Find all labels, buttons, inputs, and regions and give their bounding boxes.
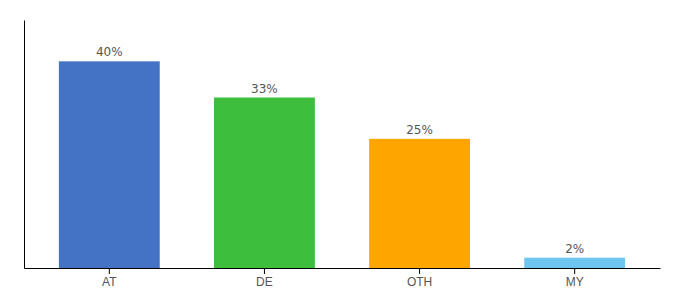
x-tick-label: AT xyxy=(102,275,117,289)
x-tick-mark xyxy=(574,268,575,274)
x-tick: OTH xyxy=(407,268,432,289)
bar xyxy=(59,61,160,268)
x-tick-mark xyxy=(419,268,420,274)
x-tick-mark xyxy=(109,268,110,274)
chart: AT DE OTH MY 40% 33% 25% 2% xyxy=(0,0,680,300)
data-label: 25% xyxy=(406,123,433,137)
plot: AT DE OTH MY 40% 33% 25% 2% xyxy=(25,21,661,289)
x-axis: AT DE OTH MY xyxy=(25,268,661,289)
y-axis-line xyxy=(24,21,25,269)
x-tick-label: OTH xyxy=(407,275,432,289)
data-label: 2% xyxy=(565,242,584,256)
x-axis-line xyxy=(25,268,661,269)
data-labels: 40% 33% 25% 2% xyxy=(96,45,584,255)
x-tick-label: MY xyxy=(566,275,584,289)
x-tick: AT xyxy=(102,268,117,289)
data-label: 33% xyxy=(251,82,278,96)
x-tick: MY xyxy=(566,268,584,289)
bar xyxy=(369,139,470,268)
bar xyxy=(214,98,315,269)
bar xyxy=(524,258,625,268)
bars xyxy=(59,61,625,268)
x-tick-mark xyxy=(264,268,265,274)
y-axis xyxy=(24,21,25,269)
data-label: 40% xyxy=(96,45,123,59)
x-tick-label: DE xyxy=(256,275,273,289)
x-tick: DE xyxy=(256,268,273,289)
